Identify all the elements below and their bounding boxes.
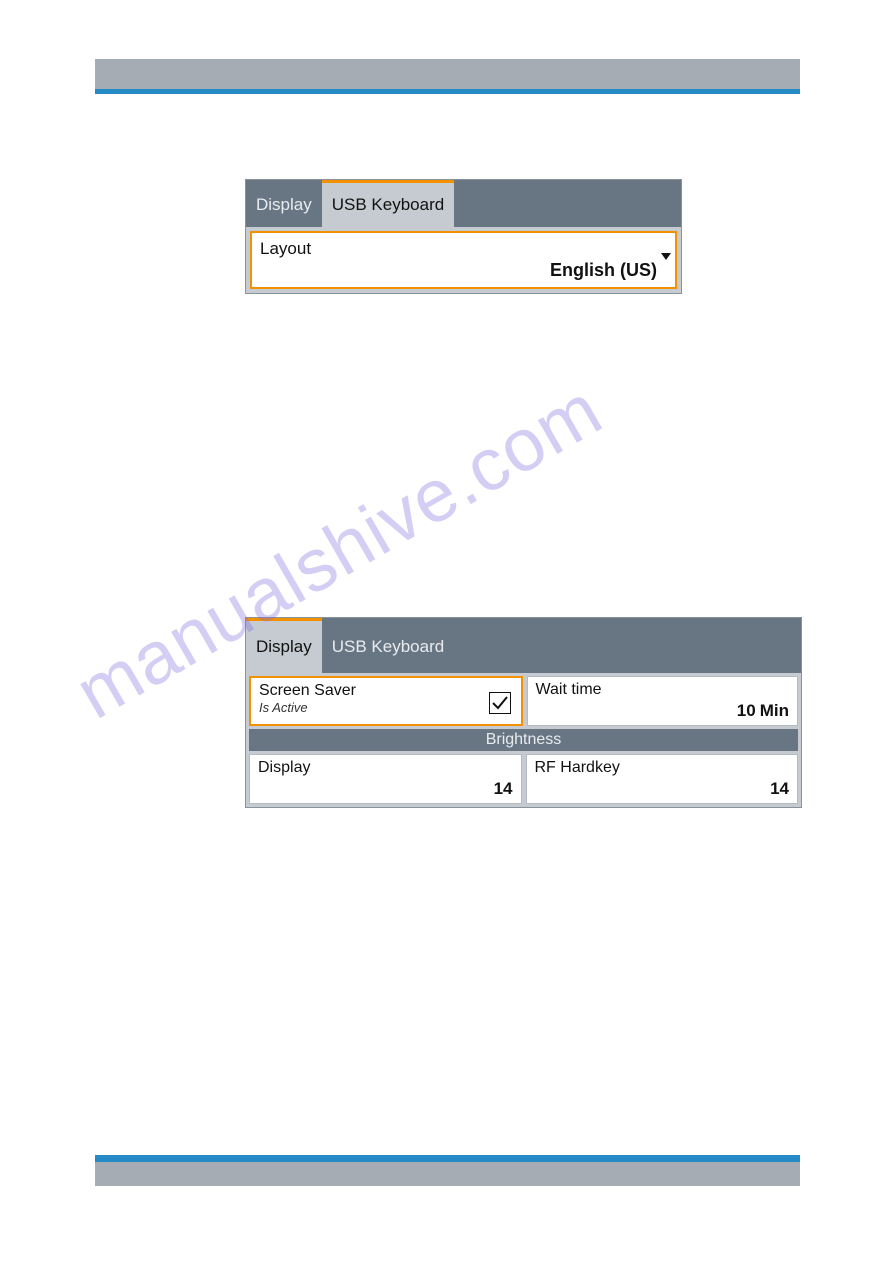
panel-body: Layout English (US) [246,227,681,293]
tab-usb-keyboard[interactable]: USB Keyboard [322,180,454,227]
layout-label: Layout [260,239,667,259]
layout-dropdown[interactable]: Layout English (US) [250,231,677,289]
display-settings-panel: Display USB Keyboard Screen Saver Is Act… [245,617,802,808]
tab-filler [454,618,801,673]
screen-saver-checkbox[interactable] [489,692,511,714]
screensaver-row: Screen Saver Is Active Wait time 10Min [246,673,801,729]
wait-time-label: Wait time [536,681,790,699]
screen-saver-field[interactable]: Screen Saver Is Active [249,676,523,726]
wait-time-number: 10 [737,701,756,720]
header-band [95,59,800,94]
tab-display[interactable]: Display [246,180,322,227]
brightness-header: Brightness [249,729,798,751]
rf-hardkey-field[interactable]: RF Hardkey 14 [526,754,799,804]
screen-saver-label: Screen Saver [259,682,513,700]
tab-usb-keyboard[interactable]: USB Keyboard [322,618,454,673]
header-gray-bar [95,59,800,89]
rf-hardkey-value: 14 [770,779,789,799]
brightness-row: Display 14 RF Hardkey 14 [246,751,801,807]
wait-time-value: 10Min [737,701,789,721]
display-brightness-label: Display [258,759,513,777]
display-brightness-field[interactable]: Display 14 [249,754,522,804]
wait-time-unit: Min [760,701,789,720]
rf-hardkey-label: RF Hardkey [535,759,790,777]
display-brightness-value: 14 [494,779,513,799]
tab-strip: Display USB Keyboard [246,180,681,227]
tab-display[interactable]: Display [246,618,322,673]
wait-time-field[interactable]: Wait time 10Min [527,676,799,726]
footer-band [95,1155,800,1186]
tab-filler [454,180,681,227]
footer-gray-bar [95,1162,800,1186]
screen-saver-status: Is Active [259,700,513,715]
layout-value: English (US) [550,260,657,281]
tab-strip: Display USB Keyboard [246,618,801,673]
checkmark-icon [490,693,510,713]
footer-blue-bar [95,1155,800,1162]
header-blue-bar [95,89,800,94]
keyboard-settings-panel: Display USB Keyboard Layout English (US) [245,179,682,294]
chevron-down-icon [661,253,671,260]
